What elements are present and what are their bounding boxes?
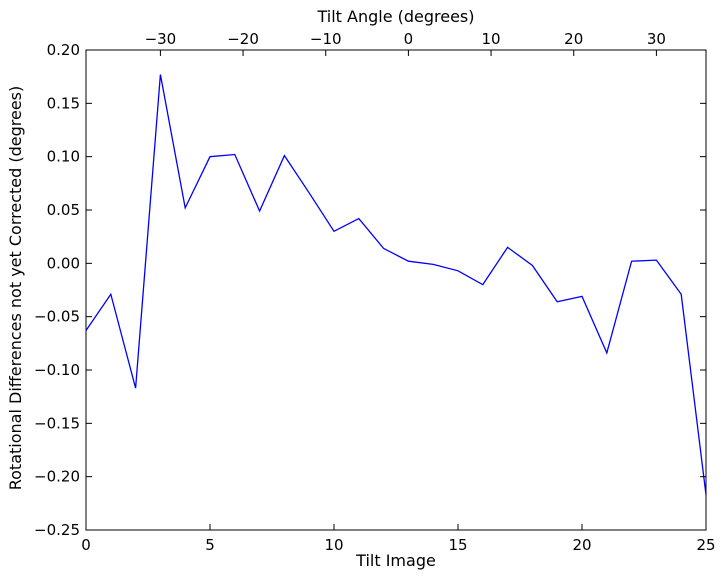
- top-x-tick-label: 30: [647, 30, 666, 48]
- top-x-tick-label: −20: [227, 30, 259, 48]
- series-line-0: [85, 74, 707, 495]
- y-axis-label: Rotational Differences not yet Corrected…: [6, 86, 25, 491]
- top-x-tick-label: 0: [404, 30, 414, 48]
- x-tick-label: 25: [696, 536, 715, 554]
- y-tick-label: 0.20: [47, 41, 80, 59]
- top-x-axis-label: Tilt Angle (degrees): [316, 7, 474, 26]
- y-tick-label: 0.15: [47, 94, 80, 112]
- y-tick-label: 0.05: [47, 201, 80, 219]
- x-tick-label: 5: [205, 536, 215, 554]
- top-x-tick-label: −30: [145, 30, 177, 48]
- y-tick-label: 0.10: [47, 148, 80, 166]
- x-tick-label: 0: [81, 536, 91, 554]
- y-tick-label: −0.20: [34, 468, 80, 486]
- x-tick-label: 20: [572, 536, 591, 554]
- top-x-tick-label: 20: [564, 30, 583, 48]
- y-tick-label: 0.00: [47, 254, 80, 272]
- y-tick-label: −0.15: [34, 414, 80, 432]
- x-tick-label: 10: [324, 536, 343, 554]
- plot-frame: [85, 49, 707, 531]
- top-x-tick-label: −10: [310, 30, 342, 48]
- y-tick-label: −0.25: [34, 521, 80, 539]
- x-tick-label: 15: [448, 536, 467, 554]
- y-tick-label: −0.05: [34, 308, 80, 326]
- y-tick-label: −0.10: [34, 361, 80, 379]
- x-axis-label: Tilt Image: [355, 551, 436, 570]
- top-x-tick-label: 10: [482, 30, 501, 48]
